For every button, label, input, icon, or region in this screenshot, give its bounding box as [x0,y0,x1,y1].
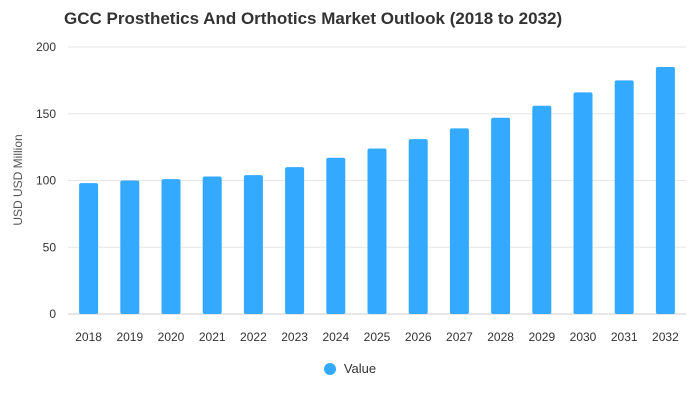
y-tick-label: 0 [49,307,56,321]
x-axis-ticks: 2018 2019 2020 2021 2022 2023 2024 2025 2026 2027… [75,330,679,344]
bar-2025[interactable] [367,148,387,314]
x-tick-label: 2030 [570,330,597,344]
x-tick-label: 2018 [75,330,102,344]
bar-2022[interactable] [243,175,263,314]
bar-2018[interactable] [79,183,99,314]
x-tick-label: 2020 [158,330,185,344]
bar-2019[interactable] [120,180,140,315]
bar-2021[interactable] [202,176,222,314]
y-tick-label: 50 [43,240,57,254]
y-axis-ticks: 0 50 100 150 200 [36,40,56,321]
bar-2026[interactable] [408,139,428,314]
x-tick-label: 2022 [240,330,267,344]
bar-2032[interactable] [655,67,675,315]
chart-title: GCC Prosthetics And Orthotics Market Out… [64,9,563,28]
x-tick-label: 2028 [487,330,514,344]
y-tick-label: 200 [36,40,56,54]
bar-2020[interactable] [161,179,181,314]
x-tick-label: 2024 [322,330,349,344]
x-tick-label: 2021 [199,330,226,344]
bar-2031[interactable] [614,80,634,314]
x-tick-label: 2027 [446,330,473,344]
x-tick-label: 2029 [528,330,555,344]
x-tick-label: 2023 [281,330,308,344]
y-tick-label: 150 [36,107,56,121]
legend[interactable]: Value [0,361,700,376]
x-tick-label: 2032 [652,330,679,344]
y-axis-label: USD USD Million [11,134,25,225]
x-tick-label: 2025 [364,330,391,344]
bar-2030[interactable] [573,92,593,314]
bar-2029[interactable] [532,105,552,315]
y-tick-label: 100 [36,174,56,188]
x-tick-label: 2019 [116,330,143,344]
bar-2027[interactable] [449,128,469,314]
bars [79,67,675,315]
bar-2024[interactable] [326,157,346,314]
bar-2028[interactable] [491,117,511,314]
legend-swatch-value [323,362,336,375]
x-tick-label: 2026 [405,330,432,344]
legend-label-value: Value [343,361,377,376]
x-tick-label: 2031 [611,330,638,344]
bar-2023[interactable] [285,167,305,314]
